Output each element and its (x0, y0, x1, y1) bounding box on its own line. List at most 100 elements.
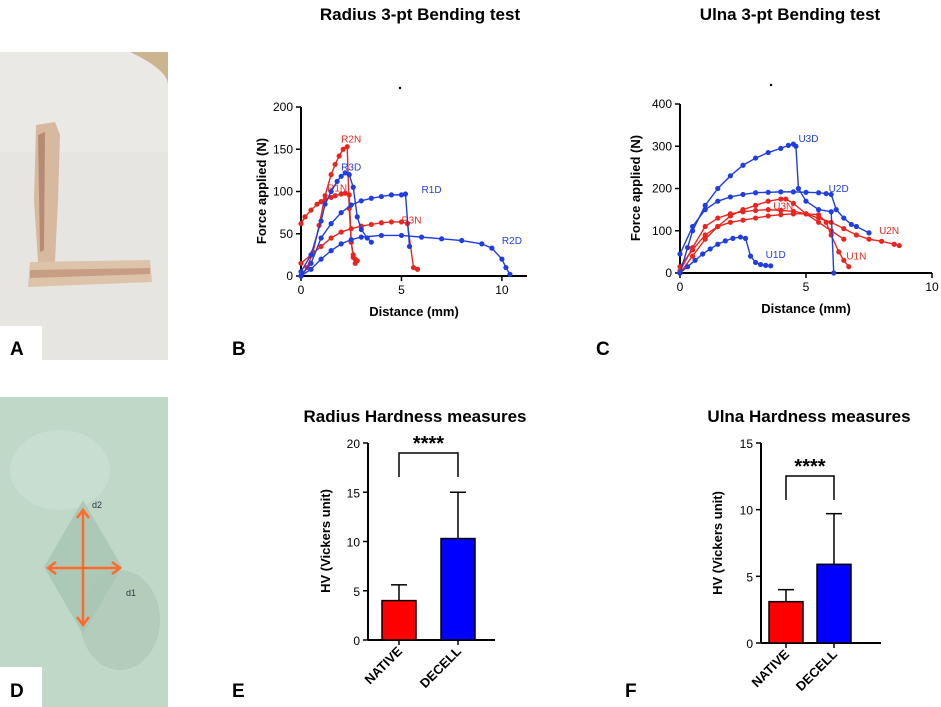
data-point-U2N (753, 207, 759, 214)
data-point-U2D (790, 189, 797, 195)
data-point-U2N (896, 242, 902, 249)
data-point-R1D (402, 191, 409, 197)
data-point-U3D (677, 270, 683, 276)
data-point-R2N (344, 144, 350, 150)
x-tick-label: 0 (677, 280, 684, 294)
data-point-U3N (765, 198, 771, 204)
data-point-R2D (328, 248, 334, 254)
data-point-U1N (846, 264, 852, 270)
panel-label-d: D (10, 681, 24, 702)
series-line-U2N (679, 208, 900, 272)
series-line-R2D (300, 234, 511, 277)
data-point-U2N (765, 207, 771, 213)
series-label-U1N: U1N (846, 251, 866, 262)
y-tick-label: 0 (665, 266, 672, 280)
y-tick-label: 5 (746, 570, 753, 584)
data-point-R2N (328, 172, 334, 178)
series-label-R1D: R1D (422, 185, 442, 196)
data-point-R1N (314, 201, 320, 207)
data-point-R3D (342, 170, 348, 176)
data-point-U3N (816, 219, 822, 225)
data-point-U3N (727, 213, 734, 219)
data-point-R2N (354, 258, 360, 264)
data-point-U3N (778, 196, 784, 202)
data-point-R1D (338, 210, 344, 216)
data-point-U3D (740, 162, 746, 168)
y-axis-label: Force applied (N) (628, 135, 643, 241)
x-tick-label: DECELL (417, 643, 464, 690)
data-point-R3D (308, 252, 314, 258)
data-point-R1D (398, 192, 405, 198)
y-tick-label: 15 (347, 486, 361, 500)
x-tick-label: NATIVE (361, 643, 405, 687)
data-point-U3D (828, 209, 834, 215)
data-point-U3D (793, 143, 799, 149)
data-point-U2D (828, 191, 834, 198)
data-point-U1D (753, 259, 759, 266)
panel-label-c: C (596, 339, 610, 360)
y-axis-label: HV (Vickers unit) (318, 489, 333, 593)
indentation-photo: d2 d1 (0, 397, 168, 707)
data-point-U3D (690, 228, 696, 234)
y-tick-label: 300 (652, 139, 672, 153)
data-point-U2D (803, 189, 809, 195)
data-point-U2N (853, 232, 860, 238)
data-point-U2D (753, 190, 759, 196)
data-point-R3D (338, 173, 344, 179)
data-point-R1N (318, 199, 324, 205)
x-axis-label: Distance (mm) (761, 301, 851, 316)
chart-ulna-bending: Ulna 3-pt Bending test 0 5 100100200300400… (628, 5, 939, 316)
data-point-R1D (308, 260, 314, 266)
data-point-R2D (348, 237, 354, 243)
data-point-U1N (765, 213, 771, 219)
data-point-U1D (700, 251, 706, 257)
data-point-R2N (336, 153, 342, 159)
data-point-R1N (308, 207, 314, 213)
y-tick-label: 20 (347, 437, 361, 451)
data-point-U3D (765, 149, 771, 156)
data-point-R3D (346, 172, 352, 178)
x-tick-label: NATIVE (748, 646, 792, 690)
data-point-U1N (702, 232, 708, 238)
bone-photo (0, 52, 168, 360)
data-point-R3N (318, 243, 324, 250)
data-point-R2D (479, 241, 485, 247)
data-point-U2D (848, 221, 854, 228)
data-point-U3N (740, 207, 746, 213)
data-point-U3D (715, 185, 721, 192)
y-tick-label: 200 (273, 100, 293, 114)
data-point-R1N (338, 191, 344, 197)
data-point-U3D (702, 202, 708, 208)
data-point-U3D (727, 173, 734, 179)
y-axis-label: Force applied (N) (254, 138, 269, 244)
significance-bracket (785, 475, 835, 500)
data-point-U3D (795, 185, 802, 192)
chart-title: Radius Hardness measures (304, 407, 527, 426)
series-label-U2N: U2N (879, 226, 899, 237)
y-tick-label: 400 (652, 97, 672, 111)
data-point-R3N (398, 219, 405, 225)
series-label-U3N: U3N (773, 202, 793, 213)
x-tick-label: 10 (495, 283, 509, 297)
data-point-R1N (302, 214, 308, 220)
data-point-U1D (737, 234, 744, 240)
data-point-R2N (340, 146, 346, 152)
d1-label: d1 (126, 588, 136, 598)
data-point-R2N (322, 193, 328, 199)
data-point-U1D (768, 263, 774, 269)
data-point-U2N (866, 236, 872, 242)
data-point-U2D (841, 215, 847, 221)
data-point-U2N (690, 245, 696, 251)
data-point-U3D (816, 207, 822, 213)
series-label-R2N: R2N (341, 134, 361, 145)
data-point-U2N (790, 208, 797, 214)
data-point-U1D (747, 253, 754, 259)
data-point-R3D (328, 188, 334, 195)
data-point-U2D (866, 230, 872, 236)
data-point-U2D (778, 189, 784, 195)
data-point-R1N (332, 193, 338, 199)
bar-native (381, 599, 417, 641)
data-point-R2D (308, 266, 314, 272)
data-point-U3D (778, 145, 784, 151)
data-point-U2N (816, 215, 822, 221)
